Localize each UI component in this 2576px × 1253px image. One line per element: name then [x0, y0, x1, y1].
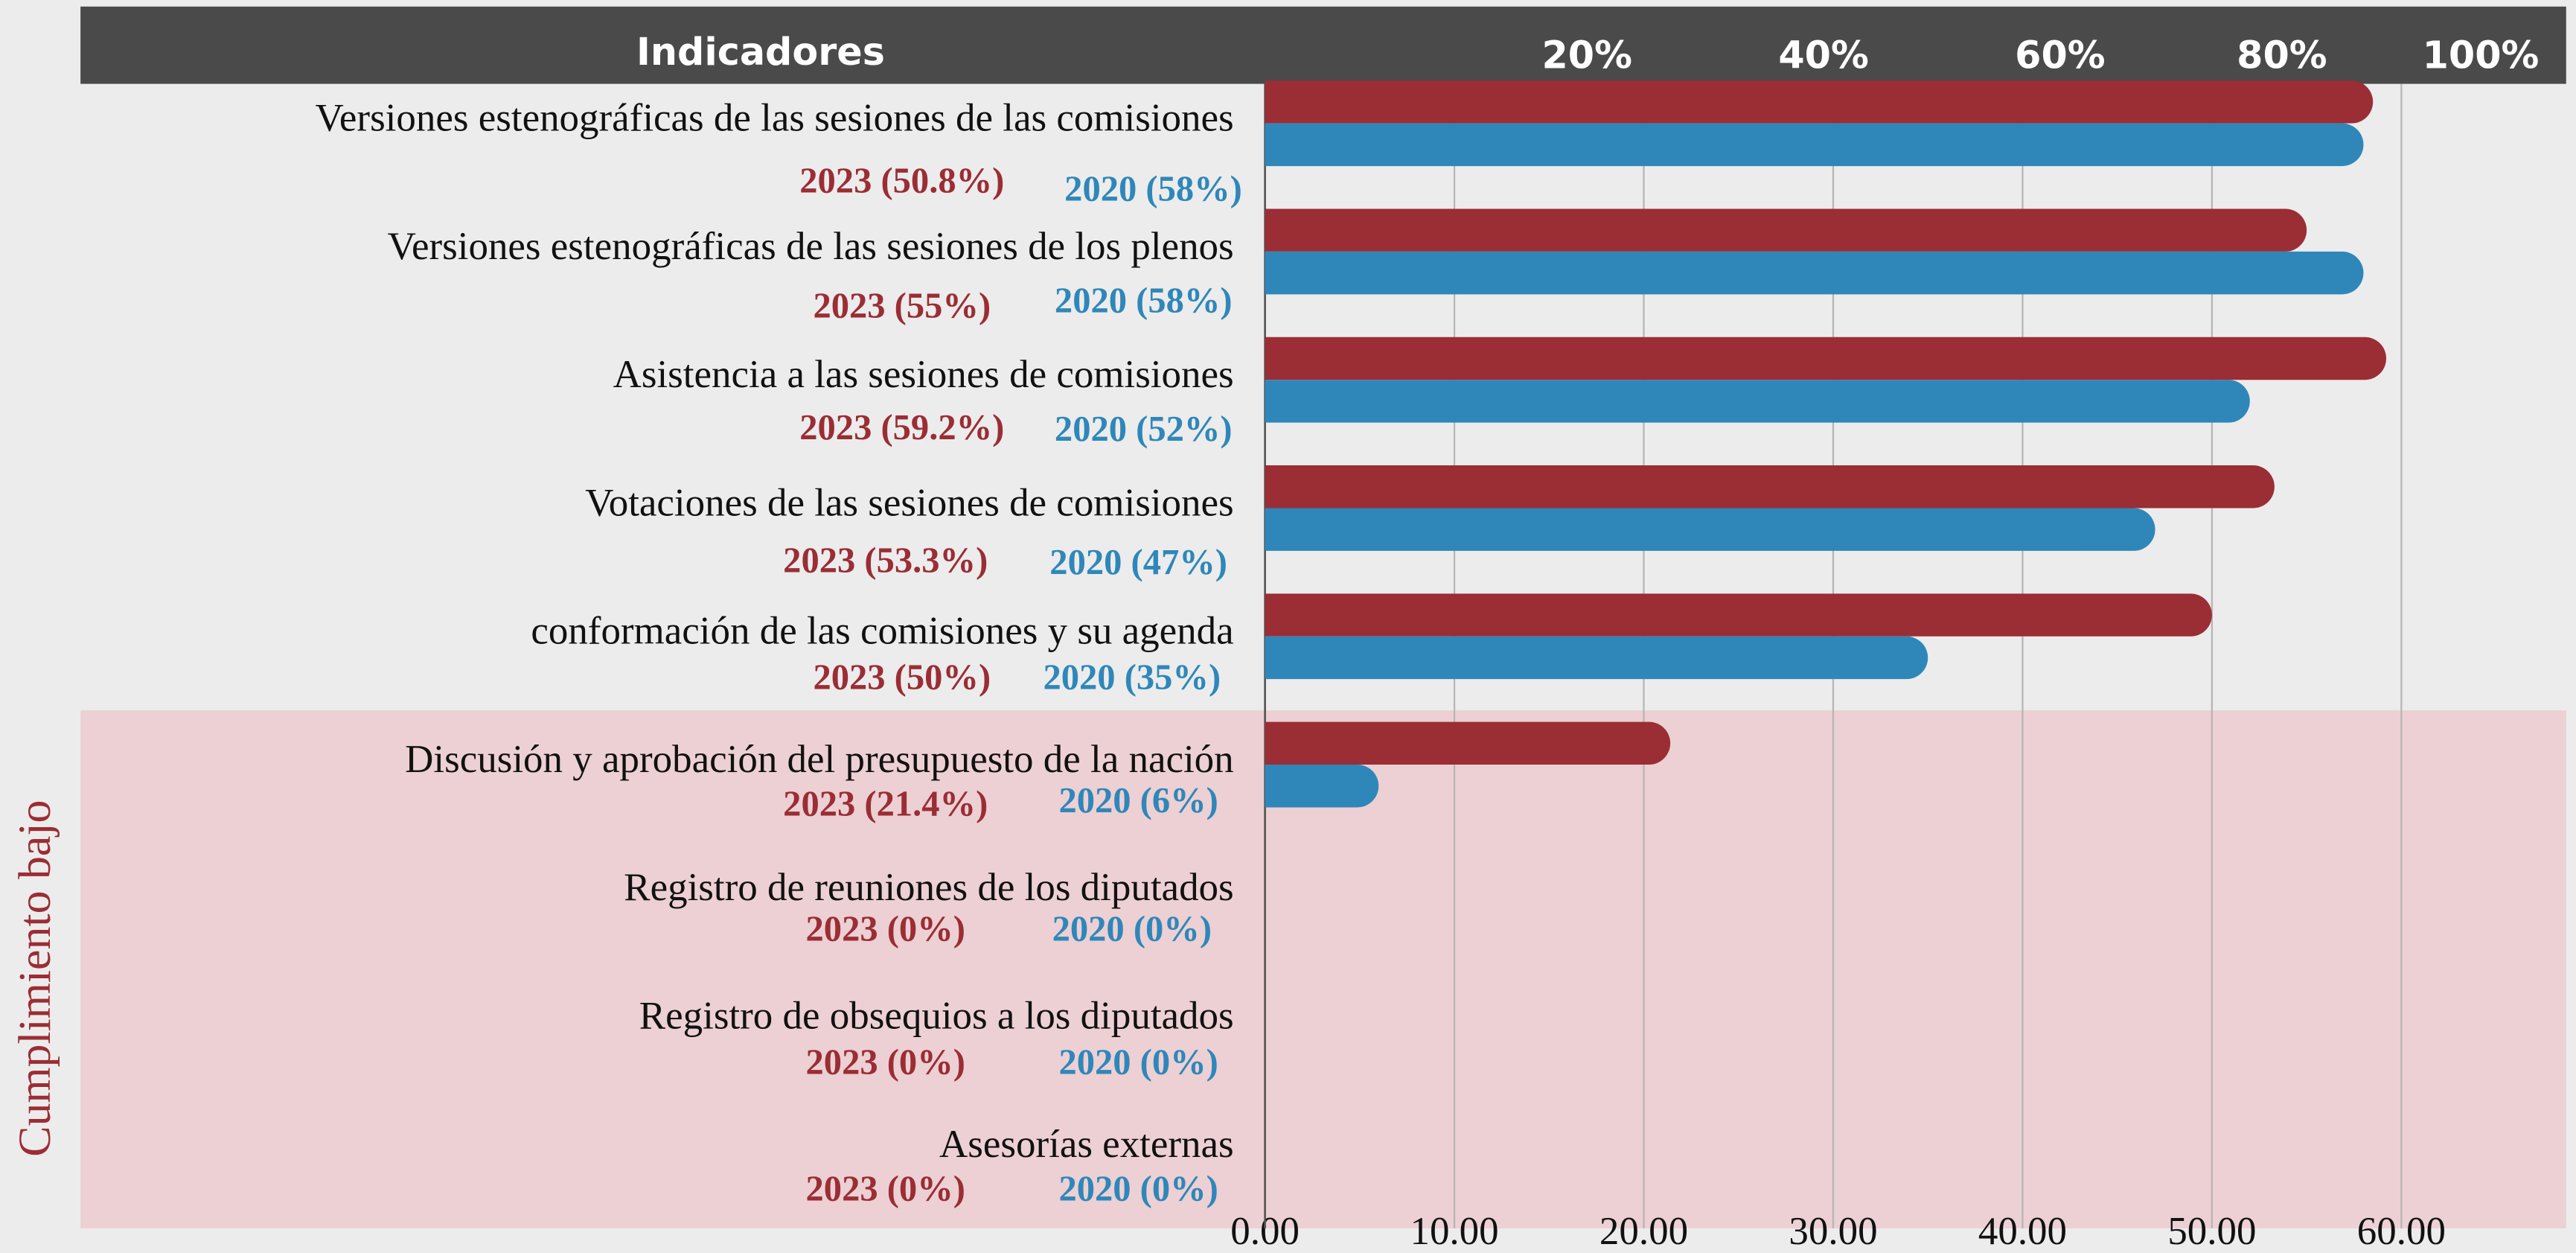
bar: [1265, 208, 2307, 252]
row-value-label: 2023 (59.2%): [799, 407, 1004, 447]
row-value-label: 2020 (58%): [1064, 169, 1242, 209]
x-tick-label: 20.00: [1599, 1210, 1688, 1253]
row-value-label: 2023 (0%): [806, 1168, 965, 1208]
bar: [1265, 593, 2212, 637]
bar: [1265, 123, 2364, 167]
header-label: 60%: [2015, 33, 2105, 77]
category-label: Asesorías externas: [939, 1123, 1234, 1166]
row-value-label: 2023 (21.4%): [783, 784, 988, 824]
category-label: Versiones estenográficas de las sesiones…: [388, 225, 1234, 268]
header-label: 20%: [1541, 33, 1631, 77]
x-tick-label: 50.00: [2167, 1210, 2256, 1253]
header-label: 80%: [2237, 33, 2327, 77]
bar: [1265, 251, 2364, 295]
row-value-label: 2023 (53.3%): [783, 541, 988, 581]
category-label: Votaciones de las sesiones de comisiones: [585, 481, 1233, 524]
category-label: Discusión y aprobación del presupuesto d…: [405, 738, 1233, 781]
bar: [1265, 636, 1928, 680]
row-value-label: 2020 (6%): [1058, 780, 1218, 820]
bar: [1265, 508, 2155, 551]
bar: [1265, 721, 1671, 765]
x-tick-label: 60.00: [2357, 1210, 2446, 1253]
header-label: 40%: [1778, 33, 1868, 77]
row-value-label: 2020 (52%): [1055, 409, 1233, 449]
bar: [1265, 465, 2275, 508]
category-label: Versiones estenográficas de las sesiones…: [316, 97, 1234, 140]
bar: [1265, 337, 2387, 380]
header-label: 100%: [2423, 33, 2540, 77]
side-label: Cumplimiento bajo: [10, 800, 60, 1157]
x-tick-label: 30.00: [1789, 1210, 1877, 1253]
x-tick-label: 10.00: [1410, 1210, 1498, 1253]
category-label: Registro de reuniones de los diputados: [624, 866, 1233, 909]
row-value-label: 2020 (58%): [1055, 281, 1233, 321]
row-value-label: 2020 (47%): [1049, 542, 1227, 582]
row-value-label: 2020 (0%): [1058, 1042, 1218, 1082]
row-value-label: 2020 (0%): [1052, 908, 1212, 948]
category-label: Asistencia a las sesiones de comisiones: [613, 353, 1234, 396]
row-value-label: 2020 (0%): [1058, 1168, 1218, 1208]
bar: [1265, 765, 1379, 808]
category-label: Registro de obsequios a los diputados: [639, 995, 1234, 1038]
row-value-label: 2023 (50.8%): [799, 161, 1004, 201]
row-value-label: 2023 (50%): [813, 657, 991, 698]
row-value-label: 2020 (35%): [1043, 657, 1221, 698]
bar: [1265, 380, 2250, 423]
x-tick-label: 40.00: [1978, 1210, 2067, 1253]
header-bar: [80, 6, 2566, 84]
bar: [1265, 80, 2374, 124]
category-label: conformación de las comisiones y su agen…: [531, 610, 1233, 653]
row-value-label: 2023 (0%): [806, 908, 965, 948]
row-value-label: 2023 (55%): [813, 285, 991, 325]
row-value-label: 2023 (0%): [806, 1042, 965, 1082]
header-title: Indicadores: [636, 30, 885, 74]
